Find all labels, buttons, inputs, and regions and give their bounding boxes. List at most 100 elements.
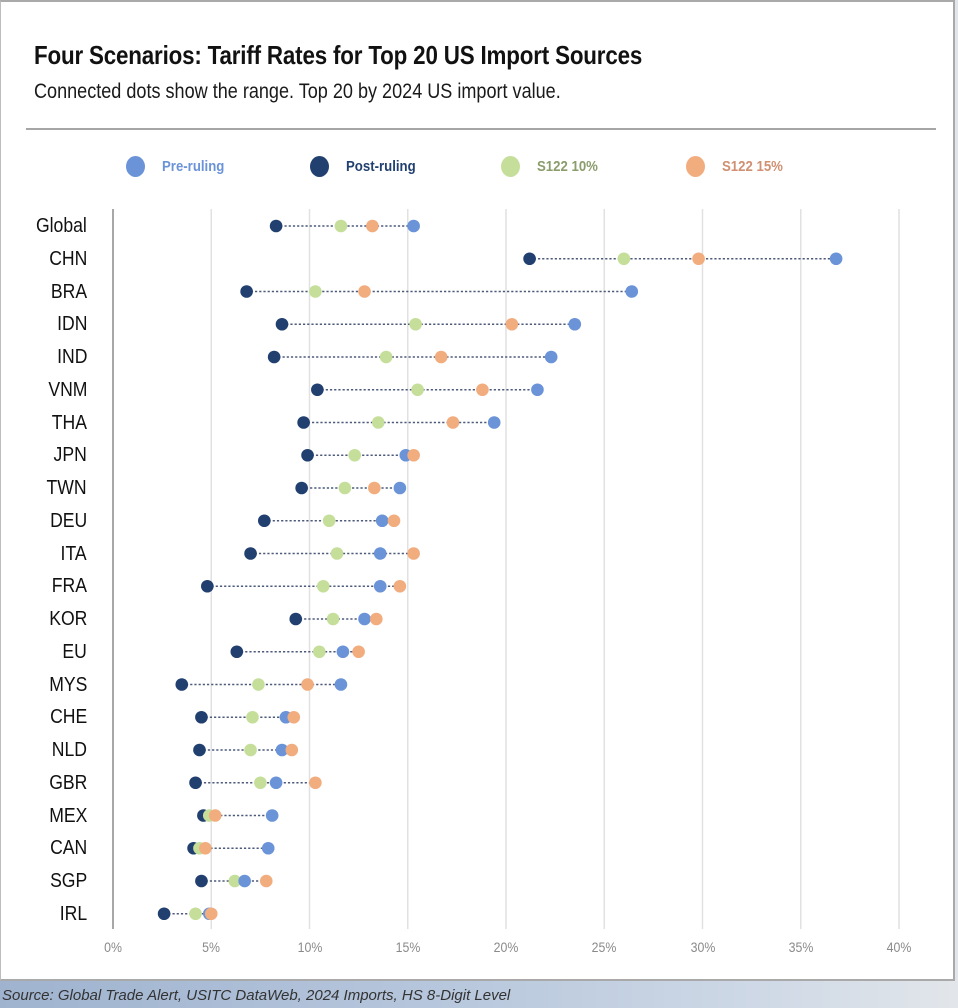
row-label: VNM <box>47 378 87 401</box>
dot-s15 <box>352 645 365 659</box>
row-label: BRA <box>50 280 87 303</box>
dot-s10 <box>379 350 393 364</box>
row-label: CAN <box>49 837 87 860</box>
row-label: DEU <box>49 509 87 532</box>
x-tick-label: 20% <box>493 939 519 955</box>
dot-s10 <box>189 907 202 921</box>
row-label: KOR <box>48 608 87 630</box>
dot-s10 <box>411 383 424 397</box>
row-label: CHE <box>49 706 87 729</box>
dot-pre <box>487 416 501 429</box>
row-label: MYS <box>48 673 87 696</box>
dot-post <box>157 907 171 921</box>
x-tick-label: 5% <box>202 939 221 955</box>
dot-pre <box>269 776 283 790</box>
legend-item-s122-10[interactable]: S122 10% <box>501 156 606 177</box>
dot-post <box>201 579 214 593</box>
dot-post <box>175 678 189 691</box>
dot-s15 <box>370 612 383 626</box>
dot-s15 <box>505 317 519 331</box>
dot-s15 <box>204 907 218 921</box>
dot-s10 <box>334 219 348 233</box>
dot-s10 <box>252 678 265 691</box>
dot-post <box>193 743 206 757</box>
row-label: JPN <box>53 444 87 467</box>
dot-post <box>230 645 244 659</box>
dot-post <box>301 448 314 462</box>
dot-s15 <box>407 448 420 462</box>
dot-pre <box>358 612 371 626</box>
dot-s10 <box>330 547 344 560</box>
dot-s15 <box>199 841 212 855</box>
x-tick-label: 25% <box>591 939 617 955</box>
legend-label-post-ruling: Post-ruling <box>346 158 416 175</box>
x-tick-label: 35% <box>788 939 814 955</box>
legend-dot-pre-ruling <box>126 156 145 177</box>
chart-card: Four Scenarios: Tariff Rates for Top 20 … <box>0 0 955 981</box>
row-label: IDN <box>56 313 87 336</box>
dot-s10 <box>254 776 267 790</box>
row-label: ITA <box>60 542 87 565</box>
dot-pre <box>375 514 389 528</box>
dot-post <box>297 416 310 429</box>
legend-label-s122-15: S122 15% <box>722 158 783 175</box>
dot-s15 <box>476 383 489 397</box>
dot-s10 <box>348 448 361 462</box>
dot-post <box>275 317 289 331</box>
dot-s10 <box>322 514 336 528</box>
dot-s15 <box>692 252 705 266</box>
dot-s15 <box>285 743 299 757</box>
dot-pre <box>531 383 544 397</box>
x-tick-label: 40% <box>886 939 912 955</box>
row-label: TWN <box>46 477 87 499</box>
legend-dot-s122-10 <box>501 156 520 177</box>
dot-post <box>189 776 202 790</box>
dot-s15 <box>387 514 401 528</box>
dot-s15 <box>301 678 314 691</box>
row-label: CHN <box>48 247 87 270</box>
x-tick-label: 30% <box>690 939 715 955</box>
row-label: FRA <box>51 575 87 598</box>
dot-s10 <box>371 416 385 429</box>
dot-post <box>195 710 208 724</box>
dot-post <box>258 514 271 528</box>
dot-s10 <box>326 612 340 626</box>
chart-title: Four Scenarios: Tariff Rates for Top 20 … <box>34 40 643 70</box>
dot-pre <box>393 481 407 495</box>
legend-item-post-ruling[interactable]: Post-ruling <box>310 156 425 177</box>
dot-pre <box>829 252 843 266</box>
dot-post <box>311 383 324 397</box>
dot-s10 <box>316 579 330 593</box>
row-label: Global <box>36 215 87 237</box>
dot-s15 <box>434 350 448 364</box>
dot-s15 <box>446 416 460 429</box>
dot-pre <box>334 678 348 691</box>
dot-post <box>295 481 308 495</box>
dot-pre <box>336 645 350 659</box>
dot-pre <box>407 219 420 233</box>
dot-pre <box>373 547 387 560</box>
dot-pre <box>544 350 558 364</box>
row-label: IRL <box>59 902 87 925</box>
row-label: EU <box>62 640 87 663</box>
legend-dot-post-ruling <box>310 156 329 177</box>
x-tick-label: 0% <box>104 939 122 955</box>
dot-s10 <box>617 252 631 266</box>
plot-area <box>112 209 900 929</box>
dot-post <box>267 350 281 364</box>
legend-item-s122-15[interactable]: S122 15% <box>686 156 791 177</box>
dot-s10 <box>409 317 422 331</box>
dot-pre <box>265 809 279 822</box>
dot-pre <box>238 874 251 888</box>
dot-pre <box>373 579 387 593</box>
source-note: Source: Global Trade Alert, USITC DataWe… <box>2 987 511 1004</box>
legend-label-pre-ruling: Pre-ruling <box>162 158 225 175</box>
dot-s15 <box>208 809 222 822</box>
dot-pre <box>625 285 639 298</box>
row-label: IND <box>56 346 87 368</box>
dot-post <box>289 612 303 626</box>
dot-pre <box>275 743 289 757</box>
dot-post <box>523 252 536 266</box>
legend-item-pre-ruling[interactable]: Pre-ruling <box>126 156 233 177</box>
dot-s15 <box>366 219 379 233</box>
